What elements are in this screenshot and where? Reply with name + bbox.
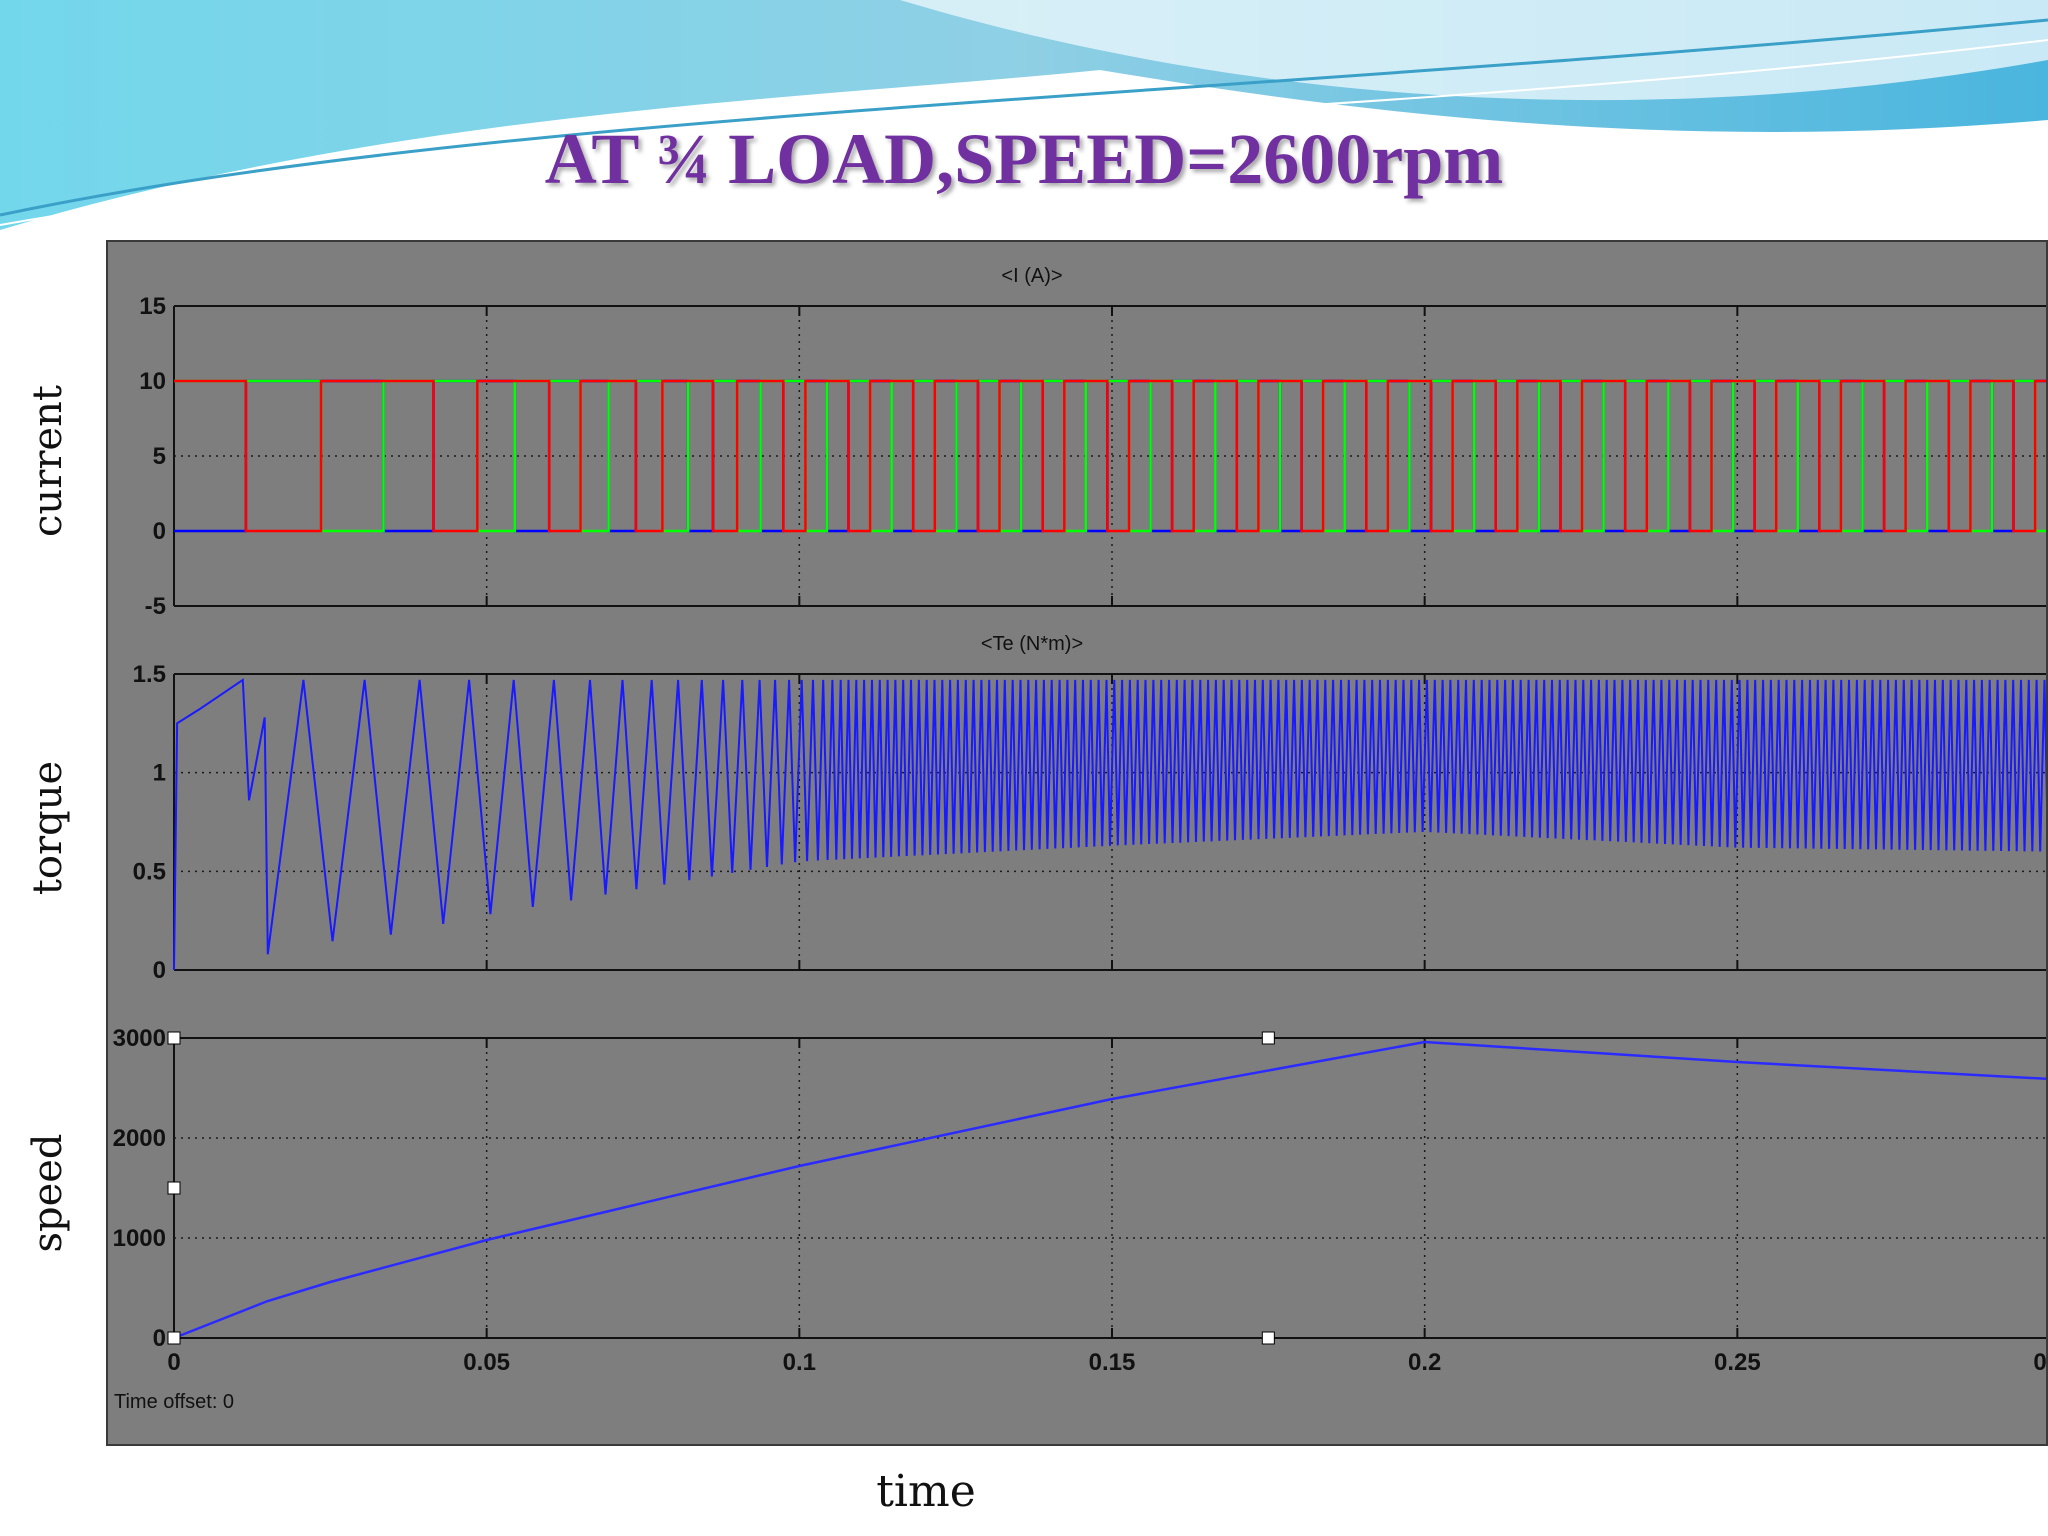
scope-window: 15 10 5 0 -5 <I (A)> 1.5 1 0.5 0 <Te (N*m)> 3000 200… [106, 240, 2048, 1446]
y-tick-label: 0 [153, 518, 166, 545]
label-torque: torque [25, 760, 71, 896]
selection-handle [167, 1331, 181, 1345]
y-tick-label: 2000 [113, 1125, 166, 1152]
y-tick-label: 1000 [113, 1225, 166, 1252]
y-tick-label: 15 [139, 293, 166, 320]
torque-series [173, 678, 2046, 971]
plot-panel-2: 3000 2000 1000 00 0.05 0.1 0.15 0.2 0.25 0.3 [113, 1025, 2048, 1376]
current-phase-0 [174, 379, 2046, 533]
label-time: time [876, 1466, 976, 1517]
selection-handle [1261, 1331, 1275, 1345]
y-tick-label: 0.5 [133, 858, 166, 885]
plot-title: <I (A)> [1001, 265, 1062, 287]
y-tick-label: 5 [153, 443, 166, 470]
x-tick-label: 0.25 [1714, 1349, 1761, 1376]
x-tick-label: 0.3 [2033, 1349, 2048, 1376]
time-offset-label: Time offset: 0 [114, 1391, 234, 1413]
selection-handle [167, 1181, 181, 1195]
selection-handle [167, 1031, 181, 1045]
slide-title: AT ¾ LOAD,SPEED=2600rpm [544, 119, 1504, 199]
y-tick-label: 1.5 [133, 661, 166, 688]
y-tick-label: 3000 [113, 1025, 166, 1052]
x-tick-label: 0 [167, 1349, 180, 1376]
x-tick-label: 0.2 [1408, 1349, 1441, 1376]
header-wave-light [900, 0, 2048, 101]
label-current: current [25, 385, 71, 537]
y-tick-label: 1 [153, 760, 166, 787]
y-tick-label: 0 [153, 1325, 166, 1352]
plot-title: <Te (N*m)> [981, 633, 1083, 655]
scope-plots: 15 10 5 0 -5 <I (A)> 1.5 1 0.5 0 <Te (N*m)> 3000 200… [113, 265, 2048, 1413]
x-tick-label: 0.15 [1089, 1349, 1136, 1376]
x-tick-label: 0.1 [783, 1349, 816, 1376]
speed-series [173, 1040, 2046, 1340]
y-tick-label: 0 [153, 957, 166, 984]
selection-handle [1261, 1031, 1275, 1045]
plot-panel-1: 1.5 1 0.5 0 <Te (N*m)> [133, 633, 2046, 984]
y-tick-label: 10 [139, 368, 166, 395]
label-speed: speed [25, 1133, 71, 1253]
x-tick-label: 0.05 [463, 1349, 510, 1376]
plot-panel-0: 15 10 5 0 -5 <I (A)> [139, 265, 2046, 620]
y-tick-label: -5 [145, 593, 166, 620]
